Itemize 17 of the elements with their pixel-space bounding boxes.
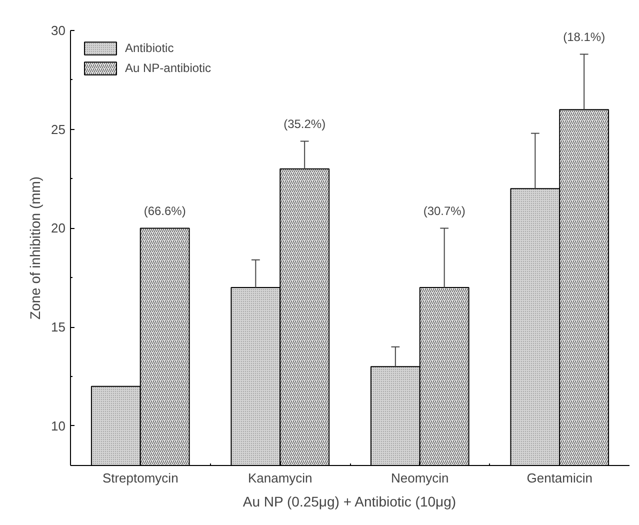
- legend-label: Au NP-antibiotic: [125, 61, 212, 75]
- annotation: (18.1%): [563, 30, 606, 44]
- x-tick-label: Gentamicin: [526, 470, 592, 486]
- annotation: (35.2%): [284, 117, 326, 132]
- x-tick-label: Kanamycin: [248, 470, 312, 486]
- annotation: (30.7%): [423, 204, 466, 218]
- annotation: (66.6%): [144, 204, 186, 218]
- x-tick-label: Neomycin: [390, 470, 449, 486]
- legend-label: Antibiotic: [125, 41, 174, 55]
- y-tick-label: 20: [51, 220, 66, 236]
- x-tick-label: Streptomycin: [102, 470, 178, 486]
- y-tick-label: 15: [51, 320, 66, 335]
- x-axis-title: Au NP (0.25μg) + Antibiotic (10μg): [242, 494, 456, 510]
- y-tick-label: 25: [51, 122, 66, 137]
- y-tick-label: 10: [51, 418, 66, 434]
- y-axis-title: Zone of inhibition (mm): [27, 176, 44, 320]
- y-tick-label: 30: [51, 23, 66, 38]
